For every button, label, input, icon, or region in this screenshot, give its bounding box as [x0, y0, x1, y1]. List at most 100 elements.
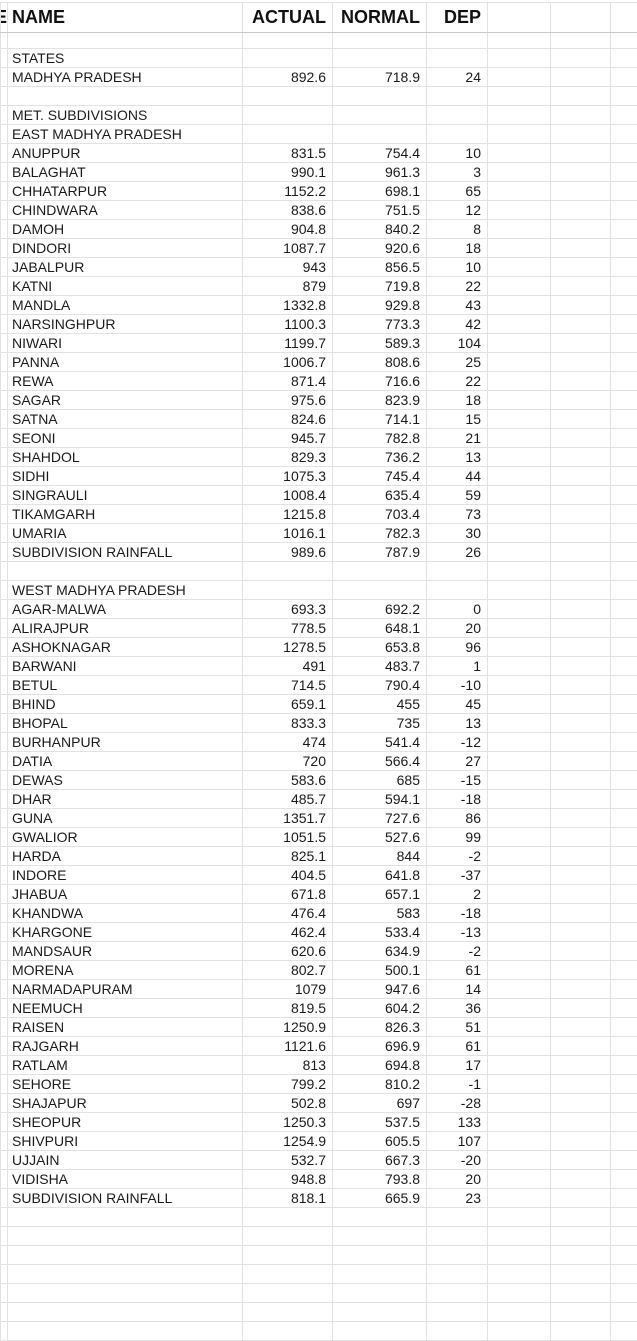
cell-row-sliver[interactable] [1, 33, 8, 49]
cell-extra[interactable] [488, 752, 551, 771]
cell-dep[interactable]: 20 [427, 619, 488, 638]
cell-row-sliver[interactable] [1, 1189, 8, 1208]
cell-normal[interactable]: 483.7 [333, 657, 427, 676]
cell-dep[interactable]: -1 [427, 1075, 488, 1094]
cell-extra[interactable] [551, 201, 611, 220]
cell-normal[interactable]: 533.4 [333, 923, 427, 942]
cell-extra[interactable] [611, 87, 637, 106]
cell-normal[interactable] [333, 49, 427, 68]
cell-row-sliver[interactable] [1, 942, 8, 961]
cell-extra[interactable] [488, 638, 551, 657]
cell-name[interactable]: ANUPPUR [8, 144, 243, 163]
cell-actual[interactable]: 693.3 [243, 600, 333, 619]
cell-dep[interactable] [427, 1303, 488, 1322]
cell-extra[interactable] [488, 33, 551, 49]
cell-actual[interactable]: 904.8 [243, 220, 333, 239]
cell-extra[interactable] [551, 1303, 611, 1322]
cell-name[interactable]: SAGAR [8, 391, 243, 410]
cell-dep[interactable]: 61 [427, 1037, 488, 1056]
cell-name[interactable]: INDORE [8, 866, 243, 885]
cell-extra[interactable] [551, 809, 611, 828]
cell-actual[interactable]: 1079 [243, 980, 333, 999]
cell-normal[interactable]: 605.5 [333, 1132, 427, 1151]
cell-actual[interactable]: 824.6 [243, 410, 333, 429]
cell-extra[interactable] [611, 752, 637, 771]
cell-name[interactable] [8, 1265, 243, 1284]
cell-dep[interactable]: -10 [427, 676, 488, 695]
cell-normal[interactable]: 961.3 [333, 163, 427, 182]
cell-row-sliver[interactable] [1, 809, 8, 828]
cell-row-sliver[interactable] [1, 1094, 8, 1113]
cell-dep[interactable]: 43 [427, 296, 488, 315]
cell-dep[interactable]: 36 [427, 999, 488, 1018]
cell-extra[interactable] [488, 448, 551, 467]
cell-normal[interactable]: 745.4 [333, 467, 427, 486]
cell-actual[interactable] [243, 581, 333, 600]
cell-extra[interactable] [611, 980, 637, 999]
cell-name[interactable] [8, 1322, 243, 1341]
cell-normal[interactable] [333, 125, 427, 144]
cell-dep[interactable] [427, 562, 488, 581]
cell-extra[interactable] [551, 353, 611, 372]
cell-row-sliver[interactable] [1, 1037, 8, 1056]
cell-dep[interactable]: 20 [427, 1170, 488, 1189]
cell-extra[interactable] [611, 619, 637, 638]
cell-extra[interactable] [488, 315, 551, 334]
cell-actual[interactable] [243, 1303, 333, 1322]
cell-extra[interactable] [551, 923, 611, 942]
cell-row-sliver[interactable] [1, 1208, 8, 1227]
cell-row-sliver[interactable] [1, 163, 8, 182]
cell-extra[interactable] [611, 1246, 637, 1265]
cell-normal[interactable]: 604.2 [333, 999, 427, 1018]
cell-normal[interactable] [333, 106, 427, 125]
cell-extra[interactable] [551, 771, 611, 790]
column-header-actual[interactable]: ACTUAL [243, 3, 333, 33]
cell-row-sliver[interactable] [1, 828, 8, 847]
cell-extra[interactable] [488, 334, 551, 353]
cell-actual[interactable]: 871.4 [243, 372, 333, 391]
cell-actual[interactable]: 943 [243, 258, 333, 277]
cell-extra[interactable] [488, 106, 551, 125]
cell-dep[interactable]: -28 [427, 1094, 488, 1113]
cell-actual[interactable]: 502.8 [243, 1094, 333, 1113]
cell-row-sliver[interactable] [1, 866, 8, 885]
cell-extra[interactable] [611, 942, 637, 961]
cell-actual[interactable]: 1215.8 [243, 505, 333, 524]
cell-normal[interactable]: 694.8 [333, 1056, 427, 1075]
cell-actual[interactable] [243, 125, 333, 144]
cell-extra[interactable] [611, 486, 637, 505]
cell-actual[interactable]: 532.7 [243, 1151, 333, 1170]
cell-name[interactable]: DATIA [8, 752, 243, 771]
cell-dep[interactable] [427, 49, 488, 68]
cell-dep[interactable]: 99 [427, 828, 488, 847]
cell-extra[interactable] [551, 1094, 611, 1113]
cell-extra[interactable] [488, 923, 551, 942]
cell-actual[interactable]: 1351.7 [243, 809, 333, 828]
cell-normal[interactable] [333, 1322, 427, 1341]
cell-name[interactable]: DAMOH [8, 220, 243, 239]
cell-row-sliver[interactable] [1, 562, 8, 581]
cell-extra[interactable] [551, 581, 611, 600]
cell-name[interactable]: UMARIA [8, 524, 243, 543]
cell-dep[interactable]: 8 [427, 220, 488, 239]
cell-normal[interactable]: 703.4 [333, 505, 427, 524]
cell-dep[interactable]: 24 [427, 68, 488, 87]
cell-actual[interactable]: 659.1 [243, 695, 333, 714]
cell-row-sliver[interactable] [1, 752, 8, 771]
cell-dep[interactable] [427, 87, 488, 106]
cell-name[interactable]: PANNA [8, 353, 243, 372]
cell-extra[interactable] [611, 1132, 637, 1151]
cell-extra[interactable] [611, 163, 637, 182]
cell-extra[interactable] [551, 752, 611, 771]
cell-extra[interactable] [551, 1170, 611, 1189]
cell-extra[interactable] [551, 1227, 611, 1246]
cell-actual[interactable] [243, 562, 333, 581]
cell-row-sliver[interactable] [1, 619, 8, 638]
cell-name[interactable]: NIWARI [8, 334, 243, 353]
cell-name[interactable]: SATNA [8, 410, 243, 429]
cell-extra[interactable] [611, 1227, 637, 1246]
cell-dep[interactable]: 42 [427, 315, 488, 334]
cell-extra[interactable] [488, 486, 551, 505]
cell-dep[interactable]: 51 [427, 1018, 488, 1037]
cell-extra[interactable] [488, 1094, 551, 1113]
